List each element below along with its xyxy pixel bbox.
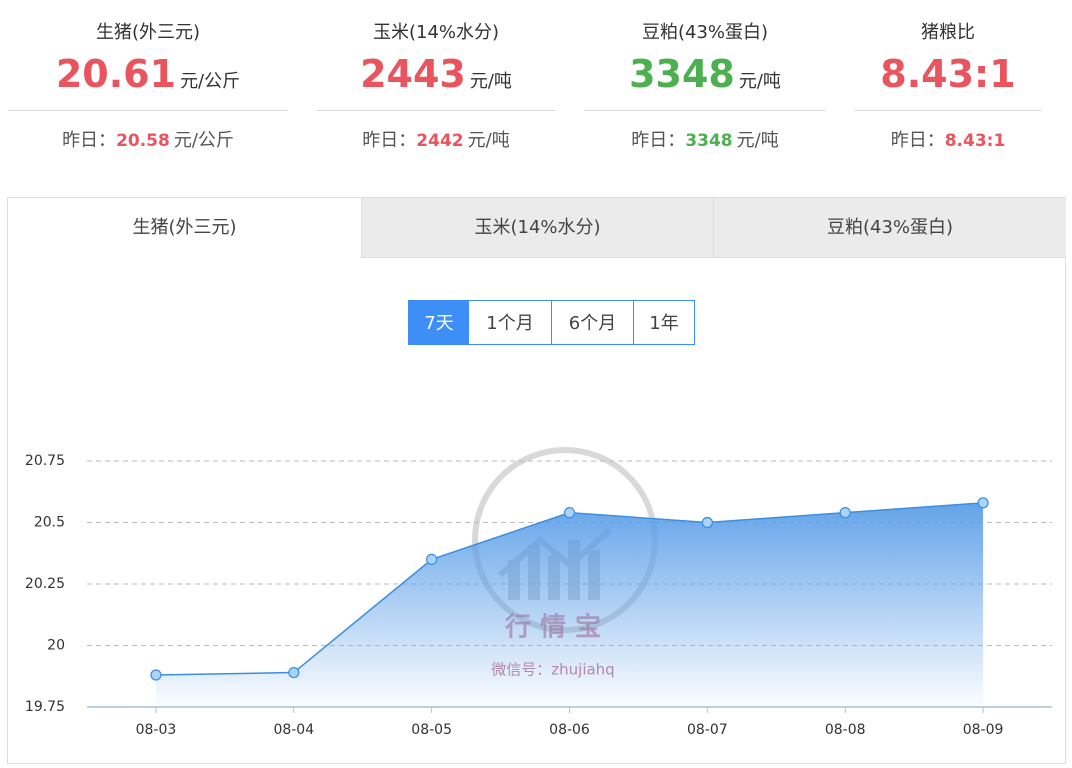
point (426, 553, 438, 565)
range-button[interactable]: 1个月 (469, 300, 552, 345)
separator (316, 110, 556, 111)
separator (8, 110, 288, 111)
tab[interactable]: 玉米(14%水分) (361, 198, 713, 258)
point (150, 669, 162, 681)
x-tick-label: 08-07 (687, 722, 728, 738)
yesterday-value: 2442 (416, 131, 464, 151)
yesterday-unit: 元/吨 (736, 130, 779, 151)
y-tick-label: 20.5 (34, 515, 65, 531)
yesterday-label: 昨日： (62, 130, 117, 151)
stat-name: 豆粕(43%蛋白) (641, 22, 769, 43)
stat-value: 2443 (360, 52, 466, 96)
stat-card: 生猪(外三元) 20.61 元/公斤 昨日：20.58 元/公斤 (8, 0, 288, 165)
yesterday-label: 昨日： (890, 130, 945, 151)
yesterday-label: 昨日： (631, 130, 686, 151)
value-row: 20.61 元/公斤 (8, 52, 288, 96)
stat-name: 玉米(14%水分) (372, 22, 500, 43)
stat-value: 8.43:1 (880, 52, 1016, 96)
yesterday-value: 8.43:1 (944, 131, 1006, 151)
stat-card: 豆粕(43%蛋白) 3348 元/吨 昨日：3348 元/吨 (584, 0, 826, 165)
yesterday-row: 昨日：2442 元/吨 (316, 126, 556, 152)
stat-value: 3348 (629, 52, 735, 96)
area (155, 502, 984, 707)
stat-name: 猪粮比 (921, 22, 975, 43)
range-button[interactable]: 1年 (633, 300, 695, 345)
stat-card: 玉米(14%水分) 2443 元/吨 昨日：2442 元/吨 (316, 0, 556, 165)
stat-name: 生猪(外三元) (95, 22, 201, 43)
range-button[interactable]: 6个月 (551, 300, 634, 345)
yesterday-label: 昨日： (362, 130, 417, 151)
chart: 行 情 宝微信号：zhujiahq19.752020.2520.520.7508… (25, 447, 1052, 738)
point (977, 497, 989, 509)
separator (584, 110, 826, 111)
separator (854, 110, 1042, 111)
x-tick-label: 08-04 (273, 722, 314, 738)
yesterday-row: 昨日：3348 元/吨 (584, 126, 826, 152)
x-tick-label: 08-05 (411, 722, 452, 738)
x-tick-label: 08-03 (136, 722, 177, 738)
stat-unit: 元/吨 (469, 71, 512, 92)
y-tick-label: 19.75 (25, 699, 65, 715)
point (701, 516, 713, 529)
yesterday-row: 昨日：20.58 元/公斤 (8, 126, 288, 152)
stat-unit: 元/公斤 (180, 71, 241, 92)
point (563, 507, 576, 519)
point (288, 666, 300, 679)
value-row: 3348 元/吨 (584, 52, 826, 96)
range-button[interactable]: 7天 (408, 300, 470, 345)
x-tick-label: 08-06 (549, 722, 590, 738)
value-row: 8.43:1 (854, 52, 1042, 96)
value-row: 2443 元/吨 (316, 52, 556, 96)
x-tick-label: 08-09 (963, 722, 1004, 738)
x-tick-label: 08-08 (825, 722, 866, 738)
y-tick-label: 20.75 (25, 453, 65, 469)
yesterday-row: 昨日：8.43:1 (854, 126, 1042, 152)
yesterday-unit: 元/公斤 (173, 130, 234, 151)
tab[interactable]: 豆粕(43%蛋白) (713, 198, 1066, 258)
y-tick-label: 20.25 (25, 576, 65, 592)
chart-panel: 生猪(外三元) 玉米(14%水分) 豆粕(43%蛋白) (7, 197, 1066, 764)
point (839, 507, 851, 519)
y-tick-label: 20 (47, 638, 65, 654)
tab[interactable]: 生猪(外三元) (8, 198, 361, 258)
stat-unit: 元/吨 (738, 71, 781, 92)
stat-value: 20.61 (55, 52, 177, 96)
yesterday-value: 3348 (685, 131, 733, 151)
yesterday-value: 20.58 (116, 131, 170, 151)
yesterday-unit: 元/吨 (467, 130, 510, 151)
stat-card: 猪粮比 8.43:1 昨日：8.43:1 (854, 0, 1042, 165)
